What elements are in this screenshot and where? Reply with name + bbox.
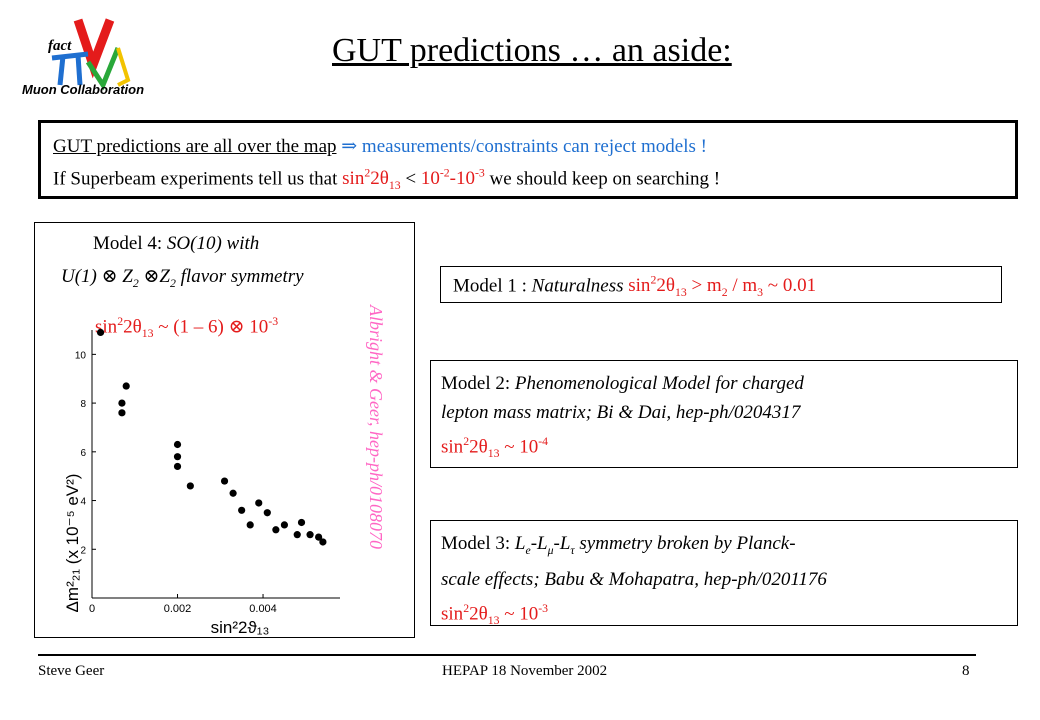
footer-page-number: 8 [962, 663, 970, 679]
data-point [272, 526, 280, 534]
data-point [122, 382, 130, 390]
model4-reference: Albright & Geer, hep-ph/0108070 [366, 305, 386, 549]
logo [18, 10, 188, 100]
logo-lettering: fact [48, 38, 72, 54]
data-point [319, 538, 327, 546]
data-point [96, 328, 105, 337]
y-tick-label: 4 [80, 497, 86, 508]
model4-title-line1: Model 4: SO(10) with [93, 233, 260, 254]
intro-line-1: GUT predictions are all over the map ⇒ m… [53, 133, 1015, 160]
intro-conclusion: measurements/constraints can reject mode… [361, 136, 707, 157]
model4-prediction: sin22θ13 ~ (1 – 6) ⊗ 10-3 [95, 315, 279, 341]
model2-box: Model 2: Phenomenological Model for char… [430, 360, 1018, 468]
data-point [220, 477, 229, 485]
data-point [229, 489, 237, 497]
x-axis-label: sin²2ϑ₁₃ [211, 618, 270, 637]
intro-suffix: we should keep on searching ! [484, 168, 721, 190]
data-point [118, 409, 126, 417]
model4-title-line2: U(1) ⊗ Z2 ⊗Z2 flavor symmetry [61, 266, 304, 290]
footer-rule [38, 654, 976, 656]
model3-box: Model 3: Le-Lμ-Lτ symmetry broken by Pla… [430, 520, 1018, 627]
data-point [238, 506, 246, 514]
data-point [173, 453, 182, 461]
scatter-plot: 2 4 6 8 10 0 0.002 0.004 Δm²₂₁ (x 10⁻⁵ eV²) sin… [63, 328, 340, 637]
data-point [297, 518, 306, 527]
data-point [118, 399, 126, 407]
y-tick-label: 8 [80, 399, 86, 410]
data-point [255, 499, 263, 507]
arrow-icon: ⇒ [341, 136, 358, 157]
y-tick-label: 2 [80, 545, 86, 556]
data-point [280, 521, 289, 529]
y-tick-label: 6 [80, 448, 86, 459]
data-point [306, 531, 314, 539]
x-tick-label: 0.002 [164, 603, 192, 615]
x-tick-label: 0.004 [249, 603, 277, 615]
data-point [263, 509, 271, 517]
data-point [315, 533, 323, 541]
intro-condition: sin22θ13 [342, 167, 401, 193]
model1-prediction: sin22θ13 > m2 / m3 ~ 0.01 [628, 274, 817, 300]
page-title: GUT predictions … an aside: [332, 32, 732, 69]
footer-author: Steve Geer [38, 663, 105, 679]
model3-prediction: sin22θ13 ~ 10-3 [441, 601, 549, 627]
logo-caption: Muon Collaboration [22, 82, 145, 97]
footer-event: HEPAP 18 November 2002 [442, 663, 608, 679]
model2-prediction: sin22θ13 ~ 10-4 [441, 435, 549, 461]
data-point [186, 482, 194, 490]
intro-claim: GUT predictions are all over the map [53, 136, 337, 157]
data-point [293, 531, 301, 539]
model1-box: Model 1 : Naturalness sin22θ13 > m2 / m3… [440, 266, 1002, 303]
logo-graphic [51, 18, 131, 91]
data-point [173, 440, 182, 449]
intro-prefix: If Superbeam experiments tell us that [53, 168, 338, 190]
y-tick-label: 10 [75, 350, 87, 361]
intro-box: GUT predictions are all over the map ⇒ m… [38, 120, 1018, 199]
intro-line-2: If Superbeam experiments tell us that si… [53, 167, 721, 193]
model4-box: Model 4: SO(10) with U(1) ⊗ Z2 ⊗Z2 flavo… [34, 222, 415, 638]
data-point [173, 462, 182, 471]
data-point [246, 521, 254, 529]
y-axis-label: Δm²₂₁ (x 10⁻⁵ eV²) [63, 474, 82, 613]
x-tick-label: 0 [89, 603, 95, 615]
